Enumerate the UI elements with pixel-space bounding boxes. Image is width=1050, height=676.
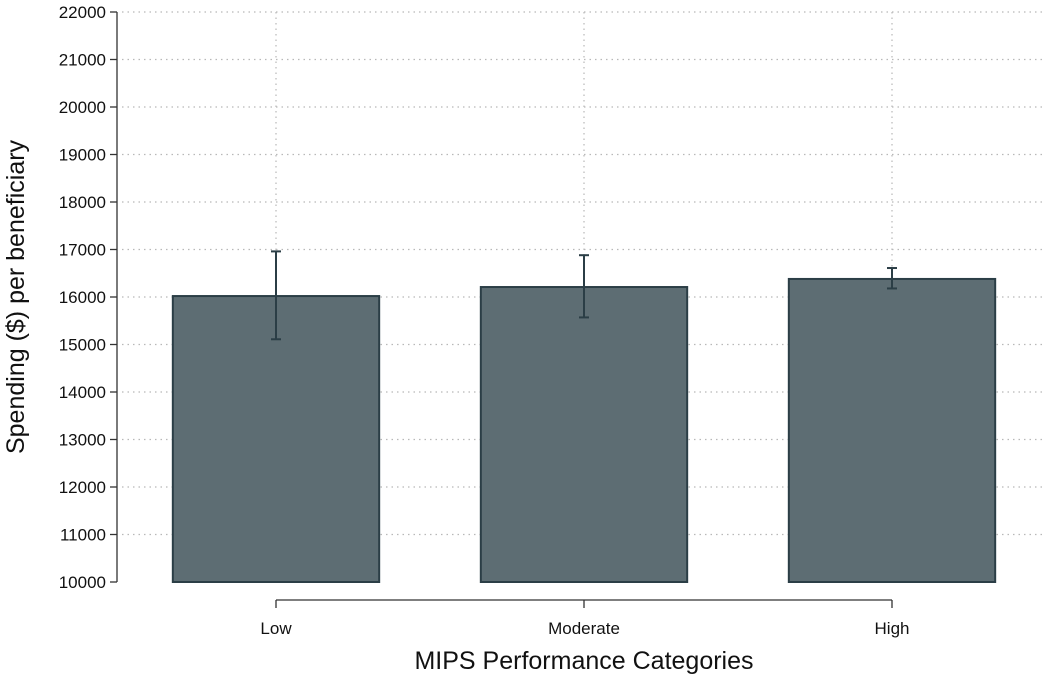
y-axis-ticks: 10000 11000 12000 13000 14000 15000 16000 17000…: [59, 3, 117, 592]
x-axis-title: MIPS Performance Categories: [414, 647, 753, 675]
y-tick-label: 18000: [59, 193, 106, 212]
x-tick-label: Moderate: [548, 619, 620, 638]
x-tick-label: Low: [260, 619, 292, 638]
y-tick-label: 22000: [59, 3, 106, 22]
error-bar: [887, 267, 897, 290]
y-tick-label: 15000: [59, 336, 106, 355]
bars: [171, 277, 997, 583]
y-tick-label: 11000: [60, 526, 106, 545]
x-axis-ticks: Low Moderate High: [260, 600, 909, 638]
y-tick-label: 13000: [59, 431, 106, 450]
y-tick-label: 14000: [59, 383, 106, 402]
y-tick-label: 16000: [59, 288, 106, 307]
y-axis-title: Spending ($) per beneficiary: [2, 139, 30, 454]
y-tick-label: 10000: [59, 573, 106, 592]
y-tick-label: 17000: [59, 241, 106, 260]
bar: [787, 277, 997, 583]
y-tick-label: 12000: [59, 478, 106, 497]
error-bar: [579, 254, 589, 319]
bar: [171, 295, 381, 583]
y-tick-label: 21000: [59, 51, 106, 70]
x-tick-label: High: [875, 619, 910, 638]
y-tick-label: 19000: [59, 146, 106, 165]
bar: [479, 286, 689, 583]
y-tick-label: 20000: [59, 98, 106, 117]
error-bars: [271, 250, 897, 341]
error-bar: [271, 250, 281, 341]
